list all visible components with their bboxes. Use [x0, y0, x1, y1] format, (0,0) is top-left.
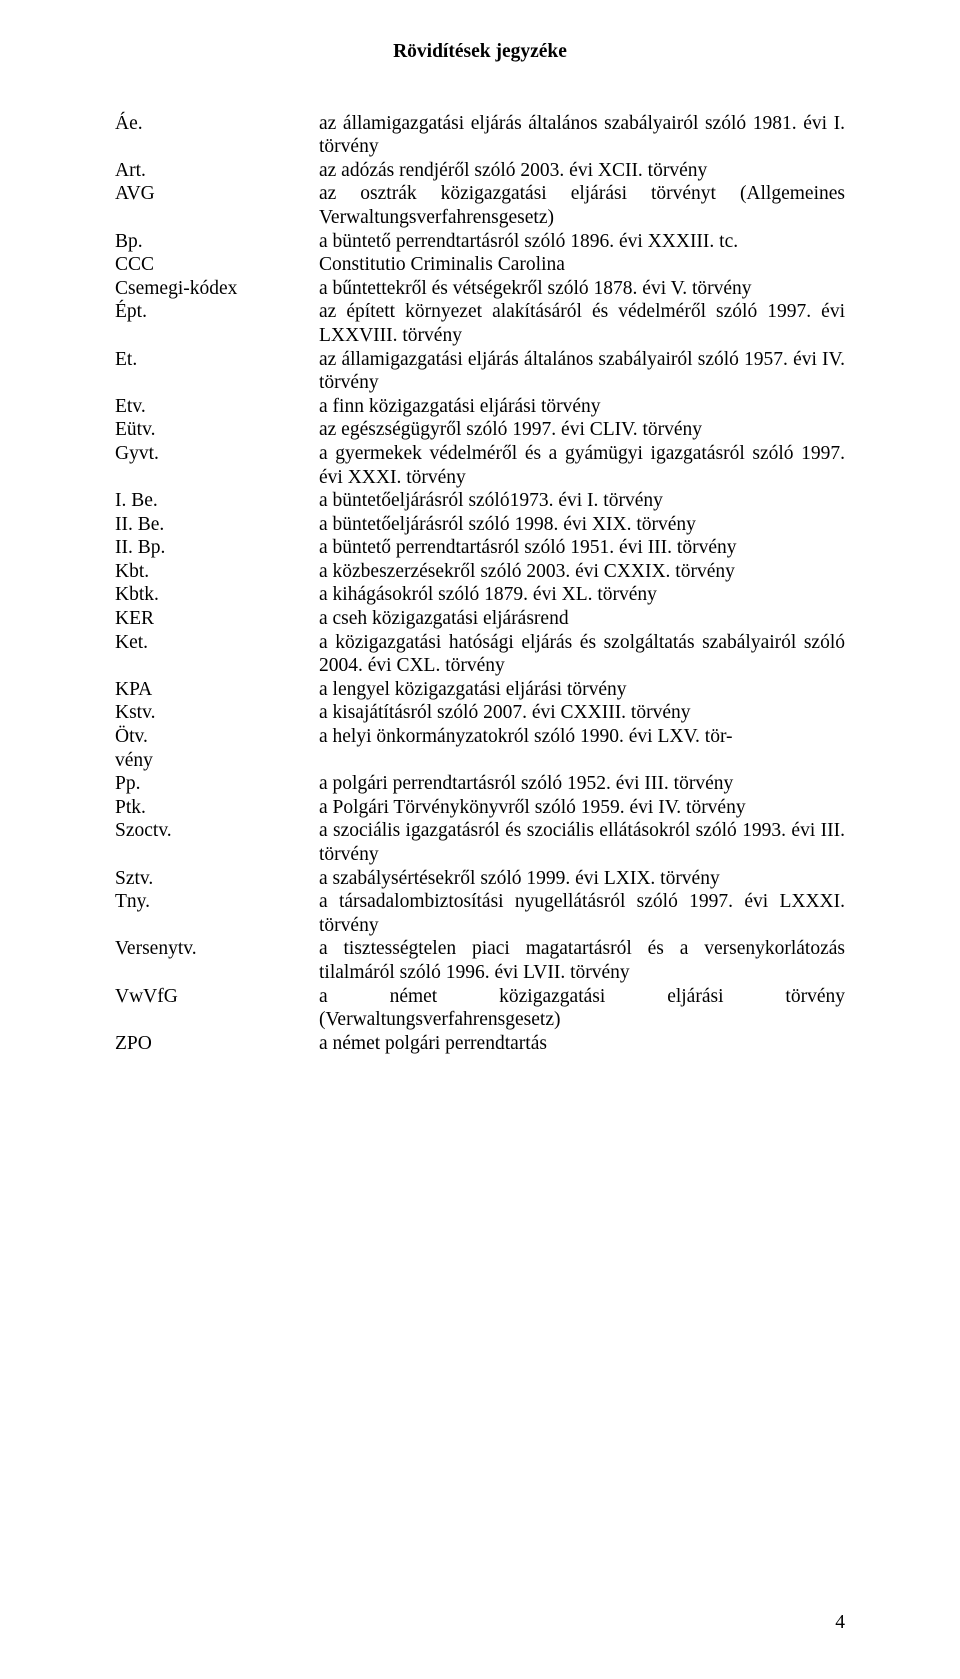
abbrev-term: Etv. — [115, 395, 319, 419]
abbrev-entry: Kbt.a közbeszerzésekről szóló 2003. évi … — [115, 560, 845, 584]
abbrev-entry: CCCConstitutio Criminalis Carolina — [115, 253, 845, 277]
abbrev-definition: az államigazgatási eljárás általános sza… — [319, 112, 845, 159]
abbrev-entry: Et.az államigazgatási eljárás általános … — [115, 348, 845, 395]
abbrev-term: Kstv. — [115, 701, 319, 725]
abbrev-entry: Sztv.a szabálysértésekről szóló 1999. év… — [115, 867, 845, 891]
abbrev-definition: a büntető perrendtartásról szóló 1951. é… — [319, 536, 845, 560]
abbrev-entry: II. Bp.a büntető perrendtartásról szóló … — [115, 536, 845, 560]
abbrev-entry: Ket.a közigazgatási hatósági eljárás és … — [115, 631, 845, 678]
abbrev-term: Kbt. — [115, 560, 319, 584]
document-page: Rövidítések jegyzéke Áe.az államigazgatá… — [0, 0, 960, 1679]
abbrev-term: Eütv. — [115, 418, 319, 442]
abbrev-definition: a cseh közigazgatási eljárásrend — [319, 607, 845, 631]
abbrev-entry: Tny.a társadalombiztosítási nyugellátásr… — [115, 890, 845, 937]
abbrev-term: Áe. — [115, 112, 319, 136]
abbrev-definition: a gyermekek védelméről és a gyámügyi iga… — [319, 442, 845, 489]
abbrev-term: AVG — [115, 182, 319, 206]
abbrev-term: Sztv. — [115, 867, 319, 891]
abbrev-definition: a bűntettekről és vétségekről szóló 1878… — [319, 277, 845, 301]
abbrev-definition: az egészségügyről szóló 1997. évi CLIV. … — [319, 418, 845, 442]
abbrev-definition: az épített környezet alakításáról és véd… — [319, 300, 845, 347]
abbrev-term: Kbtk. — [115, 583, 319, 607]
abbrev-entry: Épt.az épített környezet alakításáról és… — [115, 300, 845, 347]
abbrev-definition: a Polgári Törvénykönyvről szóló 1959. év… — [319, 796, 845, 820]
abbrev-term: Épt. — [115, 300, 319, 324]
abbrev-entry: Art.az adózás rendjéről szóló 2003. évi … — [115, 159, 845, 183]
abbrev-definition: a büntetőeljárásról szóló1973. évi I. tö… — [319, 489, 845, 513]
abbrev-definition: a szabálysértésekről szóló 1999. évi LXI… — [319, 867, 845, 891]
abbreviation-list: Áe.az államigazgatási eljárás általános … — [115, 112, 845, 1056]
abbrev-term: KPA — [115, 678, 319, 702]
abbrev-definition: a német közigazgatási eljárási törvény (… — [319, 985, 845, 1032]
abbrev-term: Szoctv. — [115, 819, 319, 843]
abbrev-term: vény — [115, 749, 319, 773]
abbrev-definition: a kisajátításról szóló 2007. évi CXXIII.… — [319, 701, 845, 725]
abbrev-entry: Bp.a büntető perrendtartásról szóló 1896… — [115, 230, 845, 254]
abbrev-term: VwVfG — [115, 985, 319, 1009]
abbrev-definition: a szociális igazgatásról és szociális el… — [319, 819, 845, 866]
abbrev-term: II. Be. — [115, 513, 319, 537]
abbrev-definition: a lengyel közigazgatási eljárási törvény — [319, 678, 845, 702]
abbrev-entry: Áe.az államigazgatási eljárás általános … — [115, 112, 845, 159]
abbrev-term: Bp. — [115, 230, 319, 254]
abbrev-entry: ZPOa német polgári perrendtartás — [115, 1032, 845, 1056]
abbrev-entry: I. Be.a büntetőeljárásról szóló1973. évi… — [115, 489, 845, 513]
abbrev-definition: a közbeszerzésekről szóló 2003. évi CXXI… — [319, 560, 845, 584]
abbrev-entry: Etv.a finn közigazgatási eljárási törvén… — [115, 395, 845, 419]
abbrev-term: Ptk. — [115, 796, 319, 820]
page-number: 4 — [835, 1611, 845, 1635]
abbrev-term: CCC — [115, 253, 319, 277]
abbrev-term: Ket. — [115, 631, 319, 655]
abbrev-term: Art. — [115, 159, 319, 183]
abbrev-entry: KPAa lengyel közigazgatási eljárási törv… — [115, 678, 845, 702]
abbrev-definition: a tisztességtelen piaci magatartásról és… — [319, 937, 845, 984]
abbrev-definition: a büntető perrendtartásról szóló 1896. é… — [319, 230, 845, 254]
abbrev-definition: a kihágásokról szóló 1879. évi XL. törvé… — [319, 583, 845, 607]
abbrev-definition: a közigazgatási hatósági eljárás és szol… — [319, 631, 845, 678]
abbrev-term: I. Be. — [115, 489, 319, 513]
abbrev-term: ZPO — [115, 1032, 319, 1056]
abbrev-entry: Gyvt.a gyermekek védelméről és a gyámügy… — [115, 442, 845, 489]
abbrev-entry: AVGaz osztrák közigazgatási eljárási tör… — [115, 182, 845, 229]
abbrev-entry: Ptk.a Polgári Törvénykönyvről szóló 1959… — [115, 796, 845, 820]
abbrev-term: Gyvt. — [115, 442, 319, 466]
abbrev-term: KER — [115, 607, 319, 631]
abbrev-term: Et. — [115, 348, 319, 372]
abbrev-entry: Kbtk.a kihágásokról szóló 1879. évi XL. … — [115, 583, 845, 607]
abbrev-entry: vény — [115, 749, 845, 773]
abbrev-definition: a polgári perrendtartásról szóló 1952. é… — [319, 772, 845, 796]
abbrev-definition: az adózás rendjéről szóló 2003. évi XCII… — [319, 159, 845, 183]
abbrev-definition: a német polgári perrendtartás — [319, 1032, 845, 1056]
abbrev-definition: az államigazgatási eljárás általános sza… — [319, 348, 845, 395]
abbrev-definition: a finn közigazgatási eljárási törvény — [319, 395, 845, 419]
abbrev-term: Csemegi-kódex — [115, 277, 319, 301]
abbrev-definition: a helyi önkormányzatokról szóló 1990. év… — [319, 725, 845, 749]
abbrev-entry: KERa cseh közigazgatási eljárásrend — [115, 607, 845, 631]
abbrev-entry: Pp.a polgári perrendtartásról szóló 1952… — [115, 772, 845, 796]
abbrev-entry: Versenytv.a tisztességtelen piaci magata… — [115, 937, 845, 984]
abbrev-entry: Kstv.a kisajátításról szóló 2007. évi CX… — [115, 701, 845, 725]
abbrev-definition: az osztrák közigazgatási eljárási törvén… — [319, 182, 845, 229]
abbrev-entry: II. Be.a büntetőeljárásról szóló 1998. é… — [115, 513, 845, 537]
page-title: Rövidítések jegyzéke — [115, 40, 845, 64]
abbrev-entry: Ötv.a helyi önkormányzatokról szóló 1990… — [115, 725, 845, 749]
abbrev-definition: Constitutio Criminalis Carolina — [319, 253, 845, 277]
abbrev-term: II. Bp. — [115, 536, 319, 560]
abbrev-entry: Szoctv.a szociális igazgatásról és szoci… — [115, 819, 845, 866]
abbrev-term: Ötv. — [115, 725, 319, 749]
abbrev-entry: VwVfGa német közigazgatási eljárási törv… — [115, 985, 845, 1032]
abbrev-definition: a társadalombiztosítási nyugellátásról s… — [319, 890, 845, 937]
abbrev-term: Tny. — [115, 890, 319, 914]
abbrev-entry: Eütv.az egészségügyről szóló 1997. évi C… — [115, 418, 845, 442]
abbrev-definition: a büntetőeljárásról szóló 1998. évi XIX.… — [319, 513, 845, 537]
abbrev-term: Pp. — [115, 772, 319, 796]
abbrev-term: Versenytv. — [115, 937, 319, 961]
abbrev-entry: Csemegi-kódexa bűntettekről és vétségekr… — [115, 277, 845, 301]
